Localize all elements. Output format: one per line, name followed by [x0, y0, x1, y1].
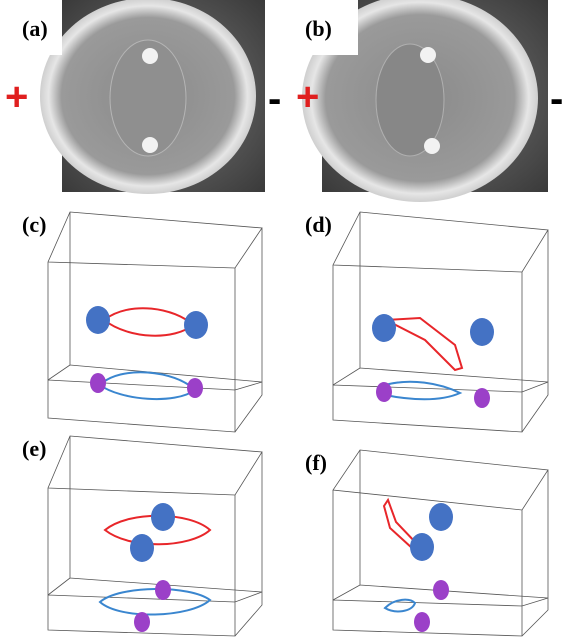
panel-label: (c) [22, 212, 46, 237]
cube-c [48, 212, 262, 432]
cube-d [333, 212, 548, 432]
plus-sign: + [5, 75, 28, 119]
panel-label: (f) [305, 450, 327, 475]
minus-sign: - [550, 77, 563, 121]
minus-sign: - [268, 77, 281, 121]
panel-label: (a) [22, 16, 48, 41]
panel-label: (b) [305, 16, 332, 41]
panel-label: (d) [305, 212, 332, 237]
plus-sign: + [296, 75, 319, 119]
figure: (a) + - (b) + - (c) (d) (e) [0, 0, 563, 640]
panel-label: (e) [22, 436, 46, 461]
cube-e [48, 436, 262, 636]
photo-b [300, 0, 548, 202]
cube-f [333, 450, 548, 636]
